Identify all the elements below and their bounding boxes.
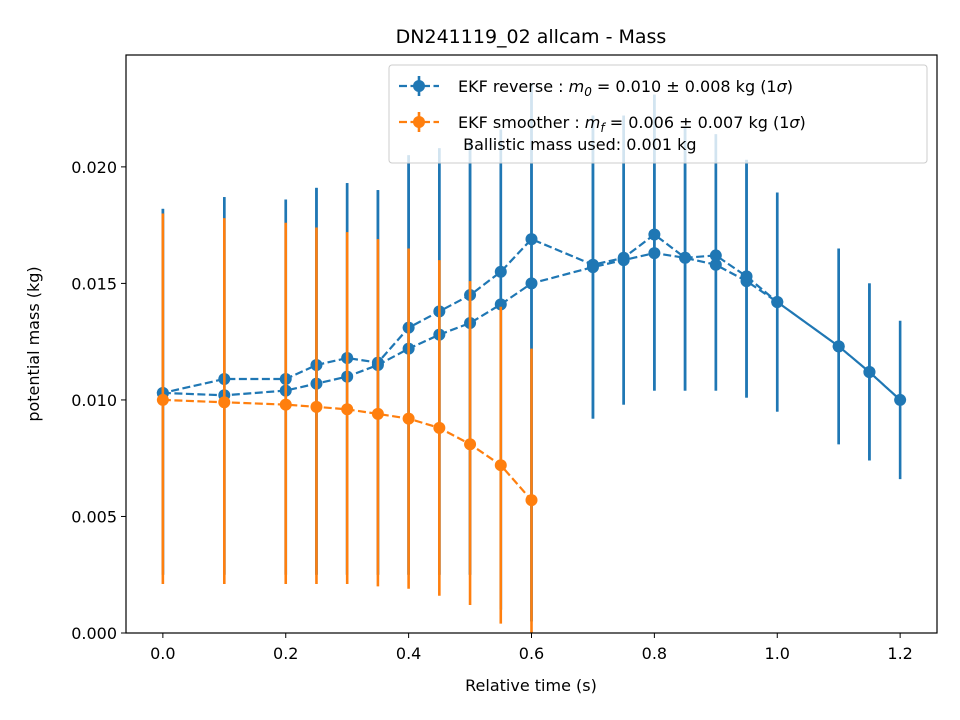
data-point	[771, 296, 784, 309]
legend-entry-label: EKF reverse : m0 = 0.010 ± 0.008 kg (1σ)	[458, 77, 793, 99]
x-tick-label: 0.6	[519, 644, 544, 663]
data-point	[402, 412, 415, 425]
data-point	[371, 407, 384, 420]
data-point	[586, 258, 599, 271]
legend-box	[388, 64, 928, 164]
legend-handle	[399, 76, 439, 96]
data-point	[709, 249, 722, 262]
y-axis: 0.000 0.005 0.010 0.015 0.020	[71, 158, 126, 643]
data-point	[494, 265, 507, 278]
data-point	[494, 298, 507, 311]
y-axis-label: potential mass (kg)	[24, 266, 43, 421]
x-tick-label: 1.0	[765, 644, 790, 663]
x-axis-label: Relative time (s)	[465, 676, 597, 695]
y-tick-label: 0.020	[71, 158, 117, 177]
y-tick-label: 0.010	[71, 391, 117, 410]
data-point	[341, 403, 354, 416]
x-axis: 0.0 0.2 0.4 0.6 0.8 1.0 1.2	[150, 633, 913, 663]
x-tick-label: 0.8	[642, 644, 667, 663]
x-tick-label: 0.2	[273, 644, 298, 663]
legend-note: Ballistic mass used: 0.001 kg	[458, 135, 697, 154]
x-tick-label: 0.4	[396, 644, 421, 663]
data-point	[709, 258, 722, 271]
data-point	[648, 247, 661, 260]
series-line	[162, 398, 533, 501]
data-point	[525, 494, 538, 507]
plot-area	[156, 82, 907, 633]
series-ekf-smoother	[156, 213, 538, 633]
legend: EKF reverse : m0 = 0.010 ± 0.008 kg (1σ)…	[388, 64, 928, 164]
data-point	[525, 277, 538, 290]
data-point	[464, 438, 477, 451]
data-point	[832, 340, 845, 353]
data-point	[310, 400, 323, 413]
x-tick-label: 0.0	[150, 644, 175, 663]
data-point	[218, 396, 231, 409]
data-point	[894, 393, 907, 406]
legend-handle	[399, 112, 439, 132]
data-point	[156, 393, 169, 406]
data-point	[494, 459, 507, 472]
data-point	[863, 365, 876, 378]
data-point	[648, 228, 661, 241]
x-tick-label: 1.2	[887, 644, 912, 663]
data-point	[433, 421, 446, 434]
legend-entry-label: EKF smoother : mf = 0.006 ± 0.007 kg (1σ…	[458, 113, 806, 135]
data-point	[679, 251, 692, 264]
data-point	[617, 251, 630, 264]
data-point	[740, 270, 753, 283]
data-point	[525, 233, 538, 246]
y-tick-label: 0.000	[71, 624, 117, 643]
chart-title: DN241119_02 allcam - Mass	[396, 26, 667, 48]
data-point	[279, 398, 292, 411]
y-tick-label: 0.015	[71, 274, 117, 293]
y-tick-label: 0.005	[71, 507, 117, 526]
